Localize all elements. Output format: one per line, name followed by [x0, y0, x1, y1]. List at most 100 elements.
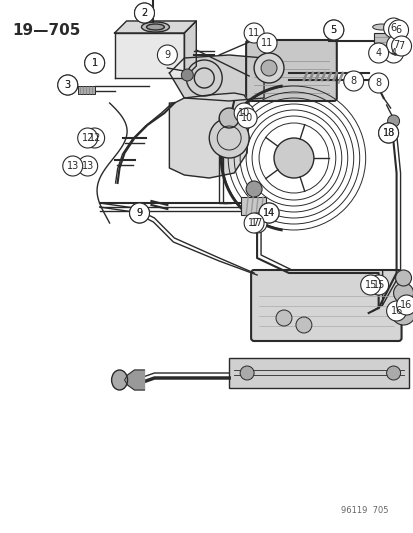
Circle shape	[85, 53, 104, 73]
Text: 13: 13	[66, 161, 78, 171]
Polygon shape	[114, 33, 184, 78]
Text: 9: 9	[136, 208, 142, 218]
Polygon shape	[169, 55, 263, 101]
Circle shape	[78, 128, 97, 148]
Text: 4: 4	[375, 48, 381, 58]
Text: 4: 4	[389, 48, 396, 58]
Circle shape	[386, 366, 400, 380]
Ellipse shape	[372, 24, 389, 30]
Circle shape	[393, 283, 413, 303]
Text: 15: 15	[372, 280, 384, 290]
Circle shape	[134, 3, 154, 23]
Circle shape	[378, 123, 398, 143]
Text: 13: 13	[81, 161, 94, 171]
Bar	[78, 86, 95, 94]
Text: 14: 14	[262, 208, 275, 218]
Text: 16: 16	[399, 300, 412, 310]
Text: 10: 10	[237, 108, 249, 118]
Circle shape	[78, 156, 97, 176]
Text: 1: 1	[91, 58, 97, 68]
Circle shape	[219, 108, 239, 128]
Circle shape	[383, 18, 403, 38]
Circle shape	[240, 366, 254, 380]
Ellipse shape	[112, 370, 127, 390]
Circle shape	[234, 103, 254, 123]
Text: 7: 7	[392, 40, 399, 50]
Ellipse shape	[146, 24, 164, 30]
Ellipse shape	[141, 22, 169, 32]
Text: 5: 5	[330, 25, 336, 35]
Polygon shape	[169, 93, 249, 178]
Circle shape	[256, 33, 276, 53]
Circle shape	[209, 118, 249, 158]
Text: 7: 7	[397, 41, 404, 51]
Circle shape	[244, 213, 263, 233]
Circle shape	[387, 115, 399, 127]
Circle shape	[237, 108, 256, 128]
Circle shape	[386, 35, 406, 55]
Bar	[229, 358, 408, 388]
Text: 12: 12	[88, 133, 101, 143]
Circle shape	[368, 43, 388, 63]
Circle shape	[386, 301, 406, 321]
Circle shape	[273, 138, 313, 178]
Circle shape	[323, 20, 343, 40]
Circle shape	[85, 128, 104, 148]
FancyBboxPatch shape	[251, 270, 401, 341]
Circle shape	[259, 203, 278, 223]
Circle shape	[247, 213, 266, 233]
Text: 18: 18	[382, 128, 394, 138]
Polygon shape	[114, 21, 196, 33]
Circle shape	[368, 73, 388, 93]
Circle shape	[58, 75, 78, 95]
Bar	[240, 197, 266, 215]
Text: 18: 18	[382, 128, 394, 138]
Circle shape	[396, 295, 413, 315]
Circle shape	[85, 53, 104, 73]
Circle shape	[368, 275, 388, 295]
Circle shape	[383, 43, 403, 63]
Circle shape	[129, 203, 149, 223]
Circle shape	[63, 156, 83, 176]
Text: 9: 9	[136, 208, 142, 218]
Circle shape	[254, 53, 283, 83]
Circle shape	[58, 75, 78, 95]
Circle shape	[134, 3, 154, 23]
Text: 15: 15	[363, 280, 376, 290]
Circle shape	[391, 301, 413, 325]
Text: 16: 16	[389, 306, 402, 316]
Text: 12: 12	[81, 133, 94, 143]
Circle shape	[245, 181, 261, 197]
Circle shape	[391, 36, 411, 56]
Circle shape	[323, 20, 343, 40]
Circle shape	[261, 60, 276, 76]
Text: 2: 2	[141, 8, 147, 18]
Circle shape	[275, 310, 291, 326]
Text: 6: 6	[394, 25, 401, 35]
Text: 1: 1	[91, 58, 97, 68]
Text: 8: 8	[375, 78, 381, 88]
Text: 3: 3	[64, 80, 71, 90]
Text: 17: 17	[250, 218, 263, 228]
Text: 11: 11	[247, 28, 260, 38]
Text: 19—705: 19—705	[12, 23, 80, 38]
Text: 8: 8	[350, 76, 356, 86]
Circle shape	[378, 123, 398, 143]
Text: 11: 11	[260, 38, 273, 48]
Circle shape	[157, 45, 177, 65]
Circle shape	[360, 275, 380, 295]
FancyBboxPatch shape	[245, 40, 336, 101]
Text: 3: 3	[64, 80, 71, 90]
Text: 9: 9	[164, 50, 170, 60]
Bar	[373, 33, 389, 49]
Polygon shape	[124, 370, 144, 390]
Circle shape	[395, 270, 411, 286]
Circle shape	[295, 317, 311, 333]
Text: 10: 10	[240, 113, 253, 123]
Circle shape	[388, 20, 408, 40]
Circle shape	[181, 69, 193, 81]
Circle shape	[259, 203, 278, 223]
Circle shape	[129, 203, 149, 223]
Text: 5: 5	[330, 25, 336, 35]
Text: 2: 2	[141, 8, 147, 18]
